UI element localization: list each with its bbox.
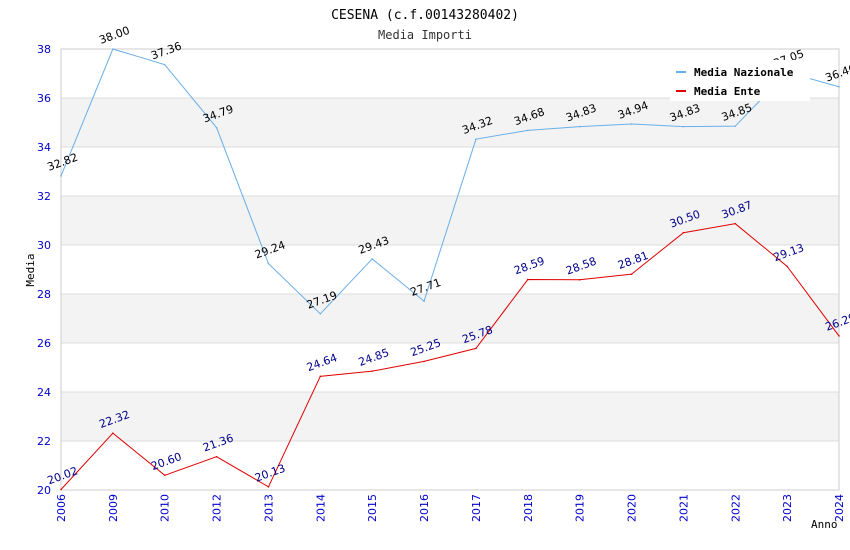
data-point [371,370,374,372]
data-label: 28.58 [564,255,598,278]
data-point [319,375,322,378]
grid-bands [61,98,839,441]
series-line [60,48,840,315]
grid-band [61,392,839,441]
y-tick-label: 36 [37,92,51,105]
data-point [475,347,477,350]
data-point [371,258,374,260]
data-point [475,138,477,140]
legend-box [670,60,810,101]
data-label: 32.82 [46,151,80,174]
data-point [682,125,685,128]
y-tick-label: 32 [37,190,51,203]
data-label: 38.00 [97,24,131,47]
x-tick-label: 2020 [626,494,639,522]
data-point [215,126,218,129]
x-tick-label: 2018 [522,494,535,522]
x-tick-label: 2014 [314,494,327,522]
x-tick-label: 2021 [677,494,690,522]
x-tick-label: 2023 [781,494,794,522]
y-tick-label: 22 [37,435,51,448]
data-point [630,273,633,275]
data-point [578,278,581,281]
data-point [838,335,840,337]
legend-entry: Media Ente [694,85,761,98]
x-tick-label: 2024 [833,494,846,522]
x-tick-label: 2017 [470,494,483,522]
y-tick-label: 34 [37,141,51,154]
x-tick-label: 2022 [729,494,742,522]
data-label: 28.59 [512,254,546,277]
data-point [838,85,840,88]
y-tick-label: 38 [37,43,51,56]
legend: Media Nazionale Media Ente [670,60,810,101]
x-tick-label: 2016 [418,494,431,522]
data-point [630,123,633,125]
data-point [423,360,425,363]
x-tick-label: 2010 [159,494,172,522]
data-point [267,486,270,488]
x-tick-label: 2019 [574,494,587,522]
x-tick-label: 2015 [366,494,379,522]
legend-entry: Media Nazionale [694,66,794,79]
data-label: 24.85 [357,346,391,369]
data-point [267,262,270,265]
data-label: 20.02 [46,464,80,487]
y-axis-ticks: 20 22 24 26 28 30 32 34 36 38 [37,43,51,497]
data-point [215,455,218,458]
plot-frame [60,48,840,491]
x-tick-label: 2006 [55,494,68,522]
data-point [319,313,322,315]
data-label: 36.46 [824,62,850,85]
data-label: 28.81 [616,249,650,272]
x-axis-ticks: 2006 2009 2010 2012 2013 2014 2015 2016 2017 2018… [55,494,846,522]
data-point [60,488,62,491]
data-point [527,278,529,281]
y-tick-label: 26 [37,337,51,350]
chart-subtitle: Media Importi [378,28,472,42]
data-point [112,432,114,434]
data-point [682,231,685,234]
data-point [60,175,62,177]
data-point [423,300,425,302]
x-tick-label: 2009 [107,494,120,522]
data-point [163,474,166,477]
data-point [112,48,114,50]
chart-title: CESENA (c.f.00143280402) [331,8,519,23]
y-tick-label: 28 [37,288,51,301]
data-point [734,125,737,127]
y-tick-label: 24 [37,386,51,399]
data-label: 37.36 [149,40,183,63]
data-label: 24.64 [305,351,339,374]
y-tick-label: 20 [37,484,51,497]
data-label: 20.60 [149,450,183,473]
series-line [60,223,840,490]
data-point [163,63,166,66]
x-tick-label: 2012 [211,494,224,522]
y-axis-label: Media [24,253,37,286]
data-label: 20.13 [253,462,287,485]
grid-band [61,294,839,343]
grid-band [61,98,839,147]
data-point [578,125,581,128]
x-axis-label: Anno [811,518,838,531]
y-tick-label: 30 [37,239,51,252]
data-point [527,129,529,132]
data-point [734,222,737,225]
data-point [786,265,788,268]
x-tick-label: 2013 [262,494,275,522]
